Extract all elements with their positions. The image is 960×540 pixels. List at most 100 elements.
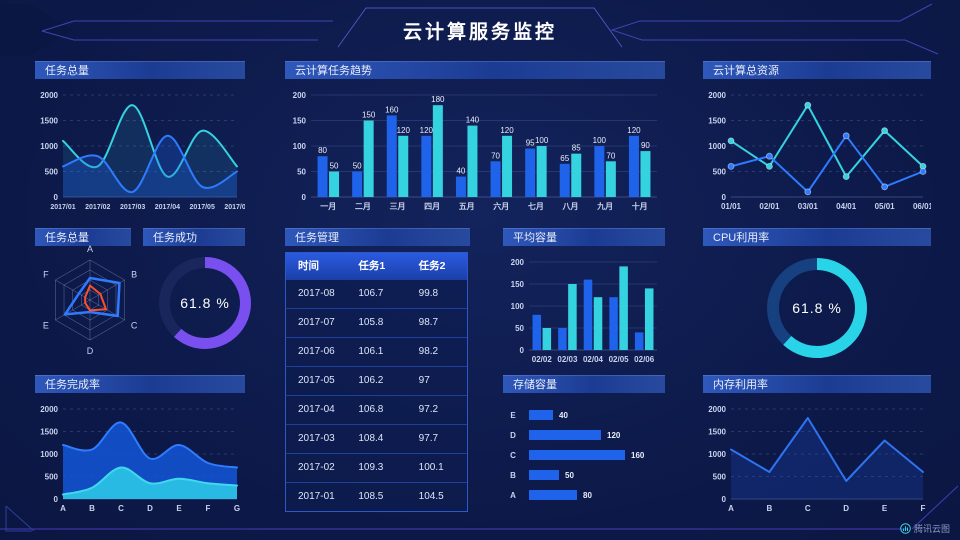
svg-text:40: 40	[559, 411, 568, 420]
svg-text:04/01: 04/01	[836, 202, 857, 211]
svg-text:150: 150	[293, 117, 307, 126]
svg-text:C: C	[510, 451, 516, 460]
svg-text:70: 70	[606, 151, 615, 160]
svg-text:F: F	[43, 270, 49, 280]
svg-text:一月: 一月	[320, 202, 336, 211]
panel-memory: 内存利用率 0 500 1000 1500 2000 A B C D E F	[703, 375, 931, 520]
task-total-line-chart: 0 500 1000 1500 2000 2017/01 2017/02 2017/03 201…	[40, 91, 245, 211]
table-cell: 106.1	[358, 346, 384, 357]
svg-text:120: 120	[607, 431, 621, 440]
footer-left-bracket	[5, 506, 32, 532]
cpu-donut-chart	[767, 258, 867, 358]
svg-text:95: 95	[526, 139, 535, 148]
svg-text:E: E	[176, 504, 182, 513]
svg-text:02/05: 02/05	[609, 355, 630, 364]
panel-task-radar: 任务总量	[35, 228, 131, 246]
svg-text:500: 500	[713, 473, 727, 482]
svg-text:500: 500	[45, 168, 59, 177]
footer-left-diagonal	[5, 505, 35, 532]
svg-text:B: B	[89, 504, 95, 513]
svg-text:四月: 四月	[424, 202, 440, 211]
svg-text:C: C	[118, 504, 124, 513]
table-cell: 106.8	[358, 404, 384, 415]
svg-text:0: 0	[722, 495, 727, 504]
table-cell: 2017-01	[298, 491, 335, 502]
svg-text:D: D	[510, 431, 516, 440]
panel-task-trend: 云计算任务趋势 0 50 100 150 200 一月 二月 三月 四月 五月 六月 七月 八月 九月 十月…	[285, 61, 665, 215]
svg-text:九月: 九月	[596, 201, 613, 211]
panel-task-trend-title: 云计算任务趋势	[285, 61, 665, 79]
table-row: 2017-01 108.5 104.5	[286, 482, 467, 511]
table-cell: 108.5	[358, 491, 384, 502]
svg-text:0: 0	[520, 346, 525, 355]
svg-text:02/04: 02/04	[583, 355, 604, 364]
task-success-donut-chart	[159, 257, 251, 349]
svg-text:02/02: 02/02	[532, 355, 553, 364]
panel-storage: 存储容量 E 40 D 120 C 160 B 50 A 80	[503, 375, 665, 520]
table-cell: 2017-04	[298, 404, 335, 415]
panel-task-radar-title: 任务总量	[35, 228, 131, 246]
svg-text:2017/02: 2017/02	[85, 204, 110, 211]
svg-text:0: 0	[302, 193, 307, 202]
svg-text:50: 50	[330, 162, 339, 171]
panel-total-resources-title: 云计算总资源	[703, 61, 931, 79]
svg-text:2017/05: 2017/05	[190, 204, 215, 211]
svg-text:180: 180	[431, 95, 445, 104]
panel-task-total-line-title: 任务总量	[35, 61, 245, 79]
svg-text:120: 120	[420, 126, 434, 135]
svg-text:2017/06: 2017/06	[224, 204, 245, 211]
table-cell: 106.2	[358, 375, 384, 386]
svg-text:B: B	[767, 504, 773, 513]
svg-text:0: 0	[722, 193, 727, 202]
svg-text:1000: 1000	[708, 450, 726, 459]
table-cell: 97	[418, 375, 430, 386]
table-cell: 104.5	[418, 491, 444, 502]
svg-text:50: 50	[515, 324, 524, 333]
panel-cpu-title: CPU利用率	[703, 228, 931, 246]
table-cell: 2017-02	[298, 462, 335, 473]
svg-text:06/01: 06/01	[913, 202, 931, 211]
panel-avg-capacity-title: 平均容量	[503, 228, 665, 246]
panel-completion-title: 任务完成率	[35, 375, 245, 393]
svg-text:100: 100	[593, 136, 607, 145]
svg-text:1000: 1000	[40, 450, 58, 459]
svg-text:160: 160	[631, 451, 645, 460]
table-cell: 108.4	[358, 433, 384, 444]
panel-cpu: CPU利用率	[703, 228, 931, 246]
svg-text:2000: 2000	[40, 91, 58, 100]
table-row: 2017-03 108.4 97.7	[286, 424, 467, 453]
svg-text:100: 100	[511, 302, 525, 311]
table-cell: 105.8	[358, 317, 384, 328]
svg-text:0: 0	[54, 495, 59, 504]
table-cell: 98.7	[418, 317, 439, 328]
svg-text:2017/04: 2017/04	[155, 204, 180, 211]
task-success-value: 61.8 %	[180, 295, 230, 311]
svg-text:E: E	[510, 411, 516, 420]
panel-task-success: 任务成功	[143, 228, 245, 246]
table-cell: 97.7	[418, 433, 439, 444]
svg-text:D: D	[87, 346, 94, 356]
svg-text:02/03: 02/03	[557, 355, 578, 364]
svg-text:E: E	[882, 504, 888, 513]
brand-logo: 腾讯云图	[900, 522, 950, 535]
memory-line-chart: 0 500 1000 1500 2000 A B C D E F	[708, 405, 925, 513]
panel-completion: 任务完成率 0 500 1000 1500 2000 A B C D E F G	[35, 375, 245, 520]
svg-text:二月: 二月	[355, 202, 371, 211]
table-row: 2017-07 105.8 98.7	[286, 308, 467, 337]
table-row: 2017-05 106.2 97	[286, 366, 467, 395]
svg-text:140: 140	[466, 116, 480, 125]
svg-text:八月: 八月	[562, 202, 579, 211]
panel-memory-title: 内存利用率	[703, 375, 931, 393]
panel-storage-title: 存储容量	[503, 375, 665, 393]
svg-text:03/01: 03/01	[798, 202, 819, 211]
svg-text:70: 70	[491, 151, 500, 160]
svg-text:G: G	[234, 504, 240, 513]
svg-text:05/01: 05/01	[875, 202, 896, 211]
panel-total-resources: 云计算总资源 0 500 1000 1500 2000 01/01 02/01 03/01 04…	[703, 61, 931, 215]
svg-text:1500: 1500	[708, 428, 726, 437]
table-header-cell: 任务2	[418, 260, 446, 272]
svg-text:100: 100	[293, 142, 307, 151]
cpu-value: 61.8 %	[792, 300, 842, 316]
